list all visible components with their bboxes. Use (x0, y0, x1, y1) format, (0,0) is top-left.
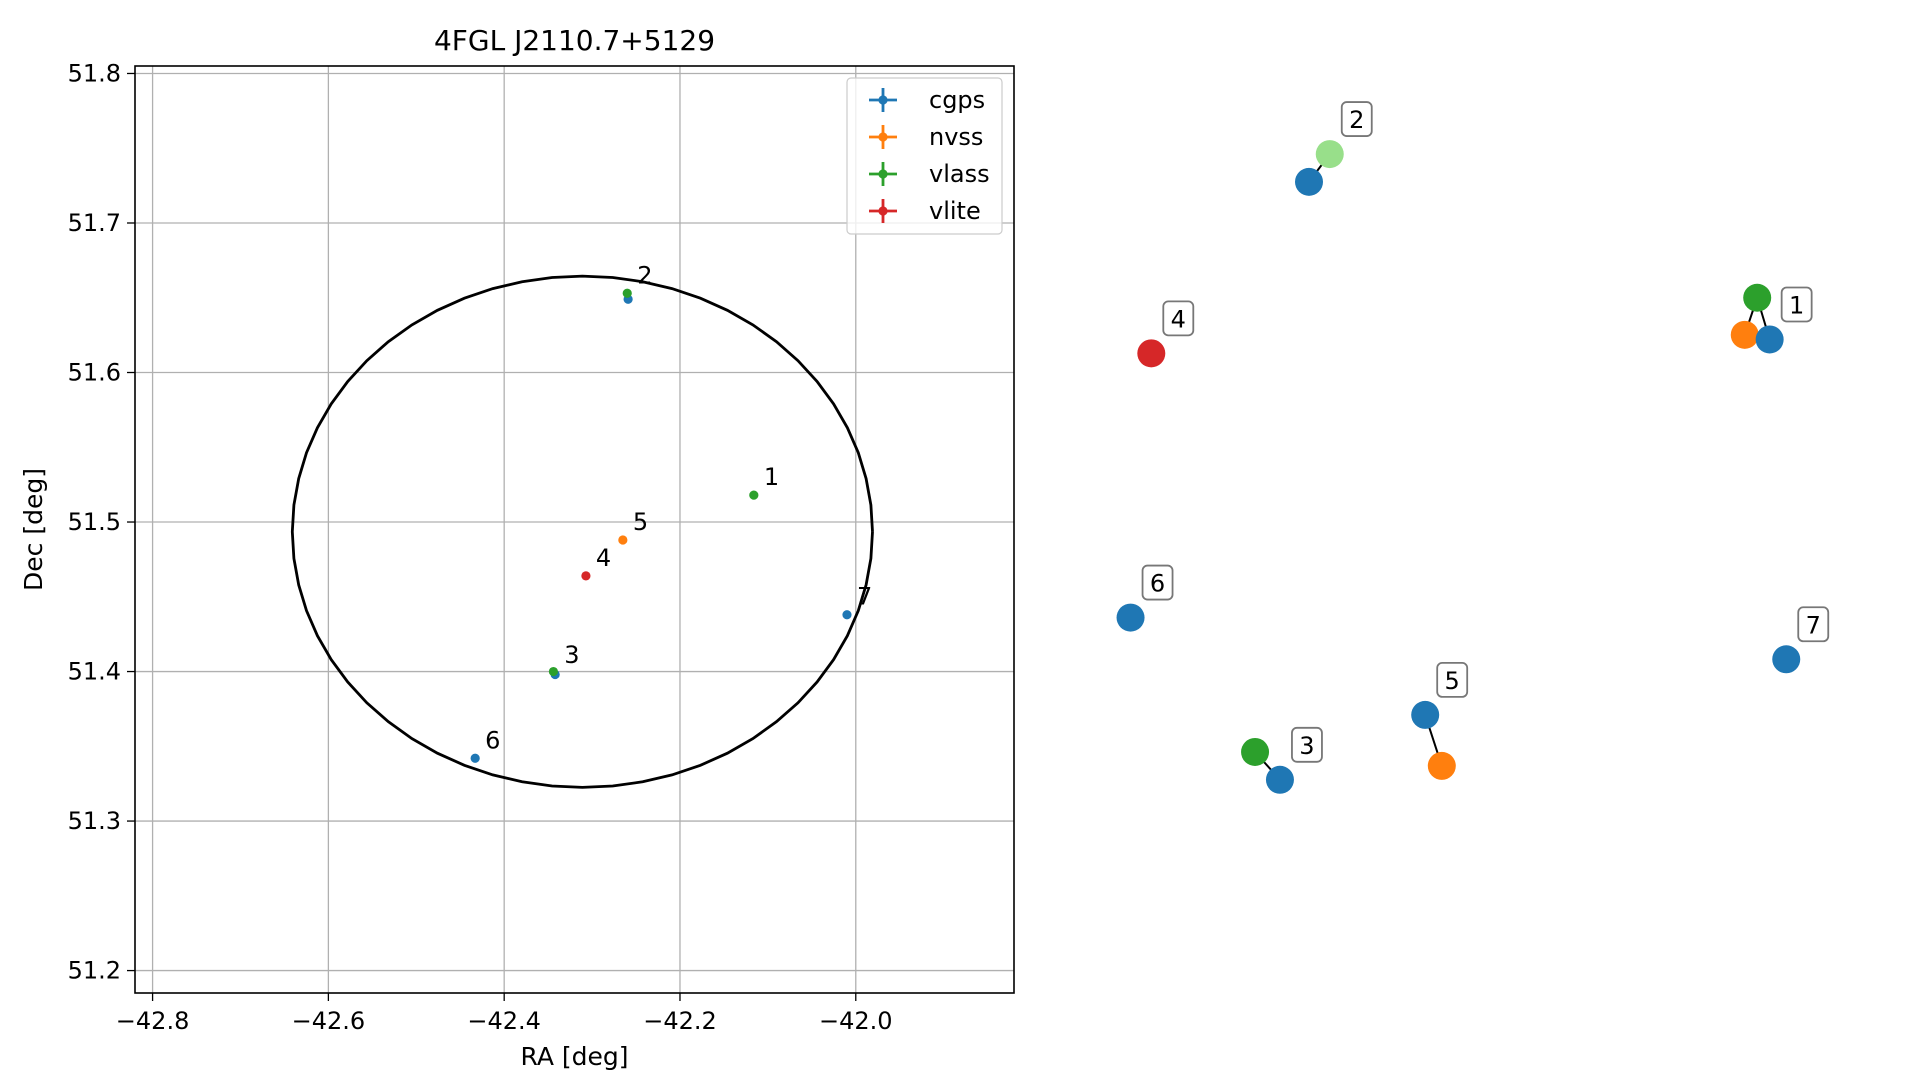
legend-marker-dot (878, 169, 888, 179)
legend-marker-dot (878, 95, 888, 105)
legend: cgps nvss vlass vlite (846, 77, 1003, 235)
network-label-box (1436, 662, 1469, 698)
network-label-box (1141, 564, 1174, 601)
data-point-cgps (470, 753, 480, 763)
point-label: 3 (564, 641, 579, 669)
data-point-vlass (749, 490, 759, 500)
network-label-box (1291, 726, 1323, 763)
network-node (1427, 751, 1456, 780)
network-node-label: 2 (1349, 106, 1364, 134)
network-graph: 1 2 3 4 5 6 7 (1116, 101, 1830, 794)
network-node (1116, 603, 1145, 632)
legend-marker-dot (878, 132, 888, 142)
legend-label-cgps: cgps (929, 86, 985, 114)
data-point-vlass (622, 288, 632, 298)
network-node-label: 6 (1150, 570, 1165, 598)
uncertainty-ellipse-layer (290, 274, 874, 789)
network-node (1241, 737, 1270, 766)
network-node (1730, 320, 1759, 349)
uncertainty-ellipse (290, 274, 874, 789)
chart-title: 4FGL J2110.7+5129 (434, 24, 715, 57)
network-label-box (1797, 606, 1830, 643)
network-nodes (1116, 140, 1801, 794)
point-label: 2 (637, 261, 652, 289)
network-node (1137, 339, 1166, 368)
legend-label-vlite: vlite (929, 197, 981, 225)
network-node (1772, 645, 1801, 674)
network-node (1315, 140, 1344, 169)
legend-marker-dot (878, 206, 888, 216)
y-tick-label: 51.2 (68, 957, 121, 985)
point-label: 5 (633, 508, 648, 536)
data-point-vlite (581, 571, 591, 581)
point-label: 1 (764, 463, 779, 491)
scatter-plot: 1 2 3 45 6 7 −42.8 −42.6 −42.4 −42.2 −42.0 51.2 51.… (19, 24, 1015, 1071)
network-node-label: 1 (1789, 291, 1804, 319)
legend-box (846, 77, 1003, 235)
network-label-box (1162, 300, 1195, 337)
plot-frame (134, 65, 1015, 994)
x-axis-label: RA [deg] (520, 1042, 628, 1071)
y-tick-label: 51.6 (68, 359, 121, 387)
network-node (1755, 325, 1784, 354)
axis-ticks: −42.8 −42.6 −42.4 −42.2 −42.0 51.2 51.3 51.4 51.… (68, 59, 893, 1035)
y-axis-label: Dec [deg] (19, 468, 48, 591)
x-tick-label: −42.2 (643, 1007, 717, 1035)
y-tick-label: 51.5 (68, 508, 121, 536)
x-tick-label: −42.0 (819, 1007, 893, 1035)
network-label-box (1340, 101, 1373, 137)
legend-label-nvss: nvss (929, 123, 983, 151)
network-node (1411, 700, 1440, 729)
network-node-label: 3 (1299, 732, 1314, 760)
network-node-labels: 1 2 3 4 5 6 7 (1141, 101, 1830, 763)
x-tick-label: −42.4 (467, 1007, 541, 1035)
network-node-label: 5 (1445, 667, 1460, 695)
x-tick-label: −42.6 (292, 1007, 366, 1035)
y-tick-label: 51.4 (68, 658, 121, 686)
data-points (470, 288, 852, 763)
network-node (1265, 765, 1294, 794)
point-label: 7 (857, 583, 872, 611)
point-labels: 1 2 3 45 6 7 (485, 261, 872, 754)
y-tick-label: 51.8 (68, 59, 121, 87)
point-label: 4 (596, 544, 611, 572)
data-point-nvss (618, 535, 628, 545)
data-point-cgps (842, 610, 852, 620)
network-node-label: 7 (1806, 611, 1821, 639)
network-label-box (1780, 286, 1813, 323)
network-node (1295, 167, 1323, 196)
y-tick-label: 51.3 (68, 807, 121, 835)
y-tick-label: 51.7 (68, 209, 121, 237)
x-tick-label: −42.8 (116, 1007, 190, 1035)
data-point-vlass (548, 666, 559, 677)
point-label: 6 (485, 726, 500, 754)
network-node-label: 4 (1171, 305, 1186, 333)
legend-label-vlass: vlass (929, 160, 990, 188)
network-node (1743, 283, 1772, 312)
